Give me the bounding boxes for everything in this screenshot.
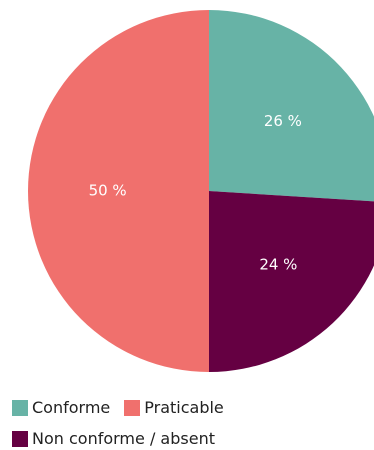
pie-slice-non-conforme-absent: [209, 191, 374, 372]
legend-swatch-praticable: [124, 400, 141, 416]
chart-legend: Conforme Praticable Non conforme / absen…: [12, 398, 362, 450]
pie-slice-conforme: [209, 10, 374, 202]
legend-item-praticable: Praticable: [124, 398, 224, 418]
pie-slice-label-conforme: 26 %: [264, 112, 302, 130]
legend-swatch-conforme: [12, 400, 28, 416]
legend-label-praticable: Praticable: [144, 398, 224, 417]
pie-slice-praticable: [28, 10, 209, 372]
legend-swatch-non-conforme-absent: [12, 431, 28, 447]
legend-label-non-conforme-absent: Non conforme / absent: [32, 429, 215, 448]
legend-row-2: Non conforme / absent: [12, 429, 362, 449]
legend-item-non-conforme-absent: Non conforme / absent: [12, 429, 215, 449]
pie-slice-label-non-conforme-absent: 24 %: [259, 255, 297, 273]
pie-chart: 26 % 24 % 50 %: [28, 10, 374, 372]
legend-item-conforme: Conforme: [12, 398, 110, 418]
pie-chart-svg: 26 % 24 % 50 %: [28, 10, 374, 372]
legend-row-1: Conforme Praticable: [12, 398, 362, 418]
legend-label-conforme: Conforme: [32, 398, 111, 417]
pie-slice-label-praticable: 50 %: [89, 182, 127, 200]
